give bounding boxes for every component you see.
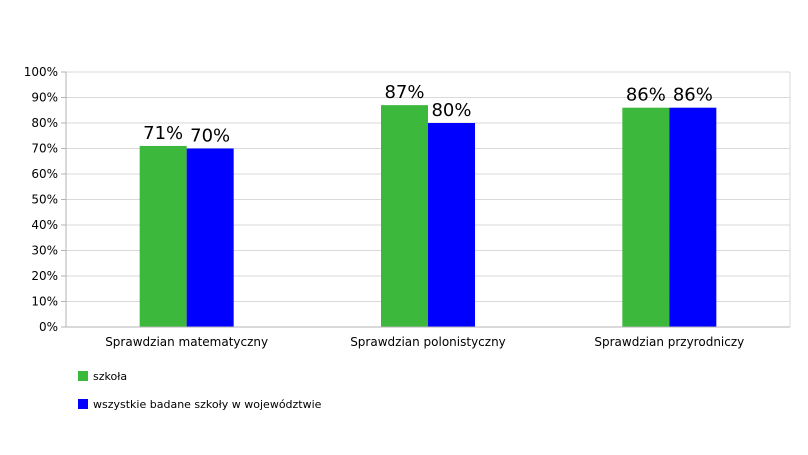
bar-szkola — [622, 107, 670, 327]
y-tick-label: 10% — [31, 295, 58, 309]
legend-item-wojewodztwo: wszystkie badane szkoły w województwie — [78, 396, 321, 412]
legend-item-szkola: szkoła — [78, 368, 321, 384]
data-label: 86% — [673, 85, 713, 106]
legend: szkoła wszystkie badane szkoły w wojewód… — [78, 368, 321, 424]
data-label: 86% — [626, 85, 666, 106]
bar-wojewodztwo — [428, 123, 475, 327]
bars — [139, 105, 717, 328]
y-tick-label: 70% — [31, 142, 58, 156]
data-label: 70% — [190, 126, 230, 147]
legend-label-szkola: szkoła — [93, 369, 128, 383]
y-tick-label: 30% — [31, 244, 58, 258]
y-tick-label: 100% — [24, 65, 58, 79]
y-tick-label: 90% — [31, 91, 58, 105]
bar-szkola — [139, 145, 187, 327]
labels: 0% 10% 20% 30% 40% 50% 60% 70% 80% 90% 100% 71% 70% S… — [24, 65, 745, 349]
bar-wojewodztwo — [669, 107, 717, 327]
y-tick-label: 80% — [31, 116, 58, 130]
legend-swatch-wojewodztwo — [78, 399, 88, 409]
data-label: 80% — [431, 100, 471, 121]
y-tick-label: 50% — [31, 193, 58, 207]
y-tick-label: 0% — [39, 320, 58, 334]
axes — [61, 71, 791, 328]
bar-szkola — [381, 105, 428, 328]
legend-label-wojewodztwo: wszystkie badane szkoły w województwie — [93, 397, 322, 411]
data-label: 87% — [384, 82, 424, 103]
y-tick-label: 40% — [31, 218, 58, 232]
legend-swatch-szkola — [78, 371, 88, 381]
y-tick-label: 60% — [31, 167, 58, 181]
x-category-label: Sprawdzian polonistyczny — [350, 335, 506, 349]
bar-wojewodztwo — [186, 148, 234, 327]
data-label: 71% — [143, 123, 183, 144]
x-category-label: Sprawdzian matematyczny — [105, 335, 268, 349]
x-category-label: Sprawdzian przyrodniczy — [594, 335, 744, 349]
y-tick-label: 20% — [31, 269, 58, 283]
